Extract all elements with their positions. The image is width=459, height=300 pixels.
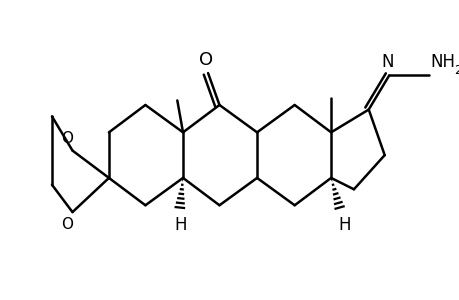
Text: NH: NH xyxy=(429,53,454,71)
Text: O: O xyxy=(198,50,213,68)
Text: H: H xyxy=(174,215,186,233)
Text: O: O xyxy=(61,217,73,232)
Text: O: O xyxy=(61,131,73,146)
Text: H: H xyxy=(338,215,350,233)
Text: N: N xyxy=(381,53,393,71)
Text: 2: 2 xyxy=(453,64,459,76)
